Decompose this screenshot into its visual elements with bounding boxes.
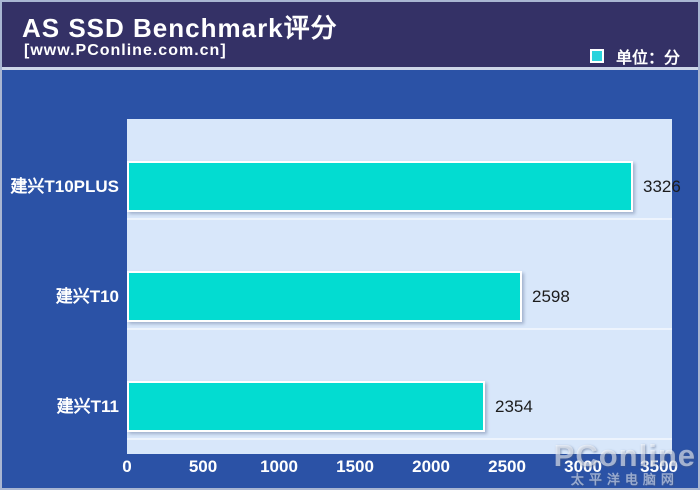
x-tick-label: 2500 <box>488 457 526 476</box>
x-tick-label: 2000 <box>412 457 450 476</box>
category-label: 建兴T10 <box>55 287 119 306</box>
value-label: 2354 <box>495 397 533 416</box>
row-separator <box>127 438 672 440</box>
category-label: 建兴T11 <box>56 397 119 416</box>
x-tick-label: 3000 <box>564 457 602 476</box>
value-label: 2598 <box>532 287 570 306</box>
row-separator <box>127 218 672 220</box>
bar-2 <box>127 271 522 322</box>
chart-header: AS SSD Benchmark评分 [www.PConline.com.cn]… <box>2 2 698 70</box>
bar-1 <box>127 161 633 212</box>
chart-source: [www.PConline.com.cn] <box>24 42 227 59</box>
bar-3 <box>127 381 485 432</box>
x-tick-label: 1000 <box>260 457 298 476</box>
x-tick-label: 3500 <box>640 457 678 476</box>
legend-label: 单位：分 <box>615 50 680 67</box>
x-tick-label: 1500 <box>336 457 374 476</box>
legend-swatch-icon <box>589 49 604 63</box>
chart-body: 建兴T10PLUS 3326 建兴T10 2598 建兴T11 2354 0 500 1000… <box>2 73 698 488</box>
legend: 单位：分 <box>589 44 680 68</box>
x-axis: 0 500 1000 1500 2000 2500 3000 3500 <box>122 457 678 481</box>
x-tick-label: 0 <box>122 457 132 476</box>
row-separator <box>127 328 672 330</box>
category-label: 建兴T10PLUS <box>10 177 119 196</box>
chart-title: AS SSD Benchmark评分 <box>22 13 338 43</box>
value-label: 3326 <box>643 177 681 196</box>
x-tick-label: 500 <box>188 457 218 476</box>
